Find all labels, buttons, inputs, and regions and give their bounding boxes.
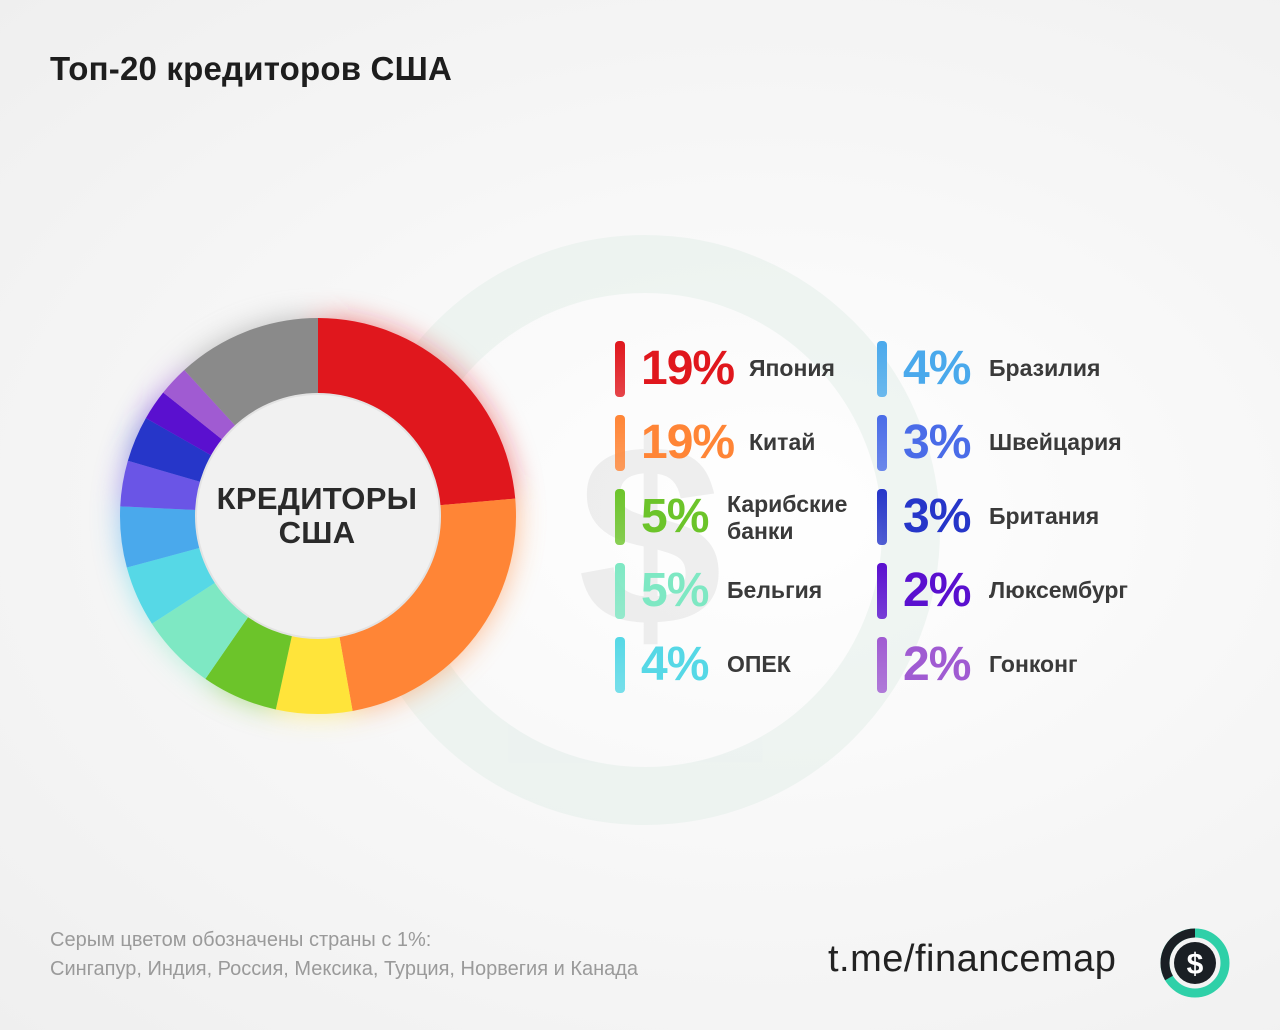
donut-slice [184,318,318,427]
legend-value: 5% [641,490,709,543]
footnote: Серым цветом обозначены страны с 1%: Син… [50,926,638,984]
legend-swatch [877,637,887,693]
footnote-line-1: Серым цветом обозначены страны с 1%: [50,929,432,951]
legend-swatch [877,563,887,619]
legend-value: 2% [903,564,971,617]
brand-link[interactable]: t.me/financemap [828,938,1117,980]
donut-slice [163,369,236,440]
legend-value: 3% [903,490,971,543]
donut-slice [205,616,293,710]
donut-slice [339,498,516,711]
donut-hole [196,394,440,638]
legend-label: Бразилия [989,355,1101,381]
legend-value: 5% [641,564,709,617]
legend-value: 4% [903,342,971,395]
donut-chart [120,318,516,714]
legend-swatch [877,341,887,397]
center-label-line-1: КРЕДИТОРЫ [216,481,418,516]
legend-value: 19% [641,416,735,469]
legend-label: Япония [749,355,835,381]
legend-swatch [615,489,625,545]
svg-text:$: $ [578,391,723,681]
legend-label: Швейцария [989,429,1122,455]
legend-label: ОПЕК [727,651,791,677]
donut-slice [120,506,201,568]
legend-swatch [615,637,625,693]
legend-swatch [615,563,625,619]
donut-slice [127,418,212,482]
donut-slice [145,392,223,456]
center-label-line-2: США [278,515,356,550]
legend-swatch [877,415,887,471]
donut-slice [126,547,216,624]
legend-swatch [615,415,625,471]
legend-label: Бельгия [727,577,823,603]
legend-label: Китай [749,429,816,455]
donut-center-label: КРЕДИТОРЫ США [203,482,431,550]
legend-label: Гонконг [989,651,1078,677]
legend-swatch [615,341,625,397]
donut-slice [318,318,516,506]
legend-value: 2% [903,638,971,691]
donut-hole-edge [195,393,441,639]
legend-swatch [877,489,887,545]
footnote-line-2: Сингапур, Индия, Россия, Мексика, Турция… [50,958,639,980]
donut-slice [275,635,353,714]
donut-slice [151,582,249,679]
legend-value: 4% [641,638,709,691]
legend-value: 19% [641,342,735,395]
legend-label: Британия [989,503,1100,529]
page-title: Топ-20 кредиторов США [50,50,452,87]
legend-value: 3% [903,416,971,469]
svg-text:$: $ [1187,948,1204,981]
legend-label: Карибские банки [727,491,848,544]
dollar-icon: $ [1160,928,1230,998]
legend-label: Люксембург [989,577,1128,603]
donut-slice [120,460,201,511]
